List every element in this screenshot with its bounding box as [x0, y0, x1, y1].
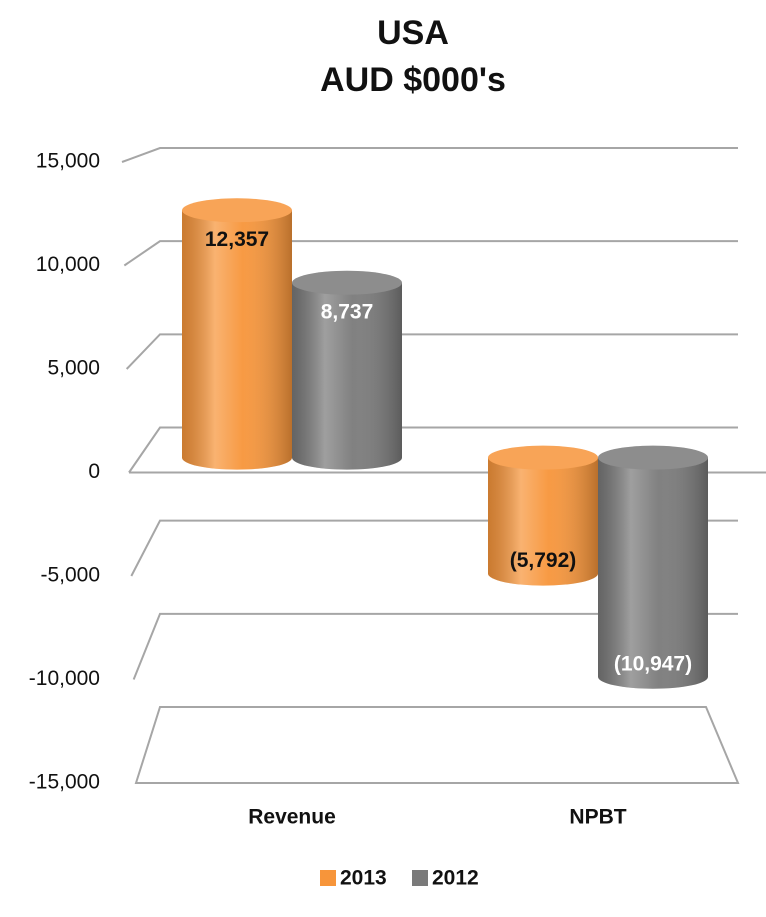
bar: [292, 270, 402, 470]
cylinder-top-shade: [292, 270, 402, 295]
grid-line: [134, 706, 740, 784]
grid-line: [128, 426, 738, 474]
y-tick-label: 0: [88, 460, 100, 483]
bar: [598, 445, 708, 689]
y-tick-label: -15,000: [29, 771, 100, 794]
bar: [488, 445, 598, 586]
value-label: 8,737: [321, 300, 374, 323]
cylinder-top-shade: [488, 445, 598, 470]
cylinder-shade: [182, 210, 292, 470]
y-tick-label: -5,000: [40, 564, 100, 587]
y-tick-label: -10,000: [29, 667, 100, 690]
chart-title: USA: [377, 14, 449, 52]
y-tick-label: 10,000: [36, 253, 100, 276]
cylinder-shade: [292, 282, 402, 470]
grid-line: [125, 333, 738, 370]
y-tick-label: 15,000: [36, 150, 100, 173]
x-tick-label: NPBT: [569, 806, 626, 829]
legend-label: 2012: [432, 867, 479, 890]
grid-line: [123, 240, 738, 267]
grid-line: [121, 147, 738, 163]
value-label: (5,792): [510, 549, 577, 572]
legend-swatch: [320, 870, 336, 886]
cylinder-shade: [488, 457, 598, 586]
cylinder-top: [488, 445, 598, 470]
legend-label: 2013: [340, 867, 387, 890]
cylinder-top: [598, 445, 708, 470]
cylinder-top-shade: [182, 198, 292, 223]
y-tick-label: 5,000: [47, 357, 100, 380]
value-label: (10,947): [614, 652, 692, 675]
cylinder-top: [292, 270, 402, 295]
legend-swatch: [412, 870, 428, 886]
cylinder-shade: [598, 457, 708, 689]
x-tick-label: Revenue: [248, 806, 336, 829]
bar: [182, 198, 292, 470]
cylinder-top: [182, 198, 292, 223]
value-label: 12,357: [205, 228, 269, 251]
grid-line: [132, 612, 738, 680]
cylinder-top-shade: [598, 445, 708, 470]
chart-subtitle: AUD $000's: [320, 61, 506, 99]
